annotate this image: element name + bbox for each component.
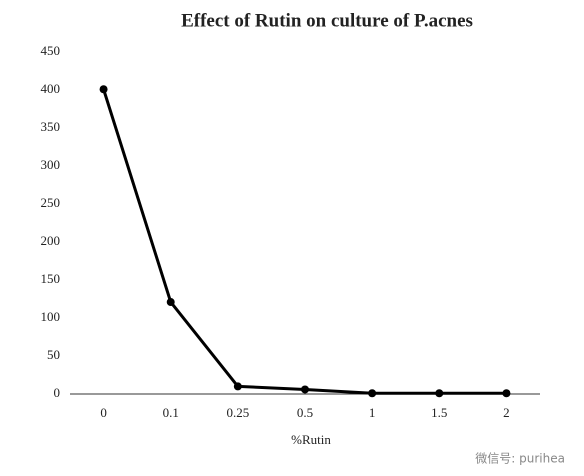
x-tick-label: 0.25 [226, 405, 249, 420]
x-tick-label: 0.5 [297, 405, 313, 420]
point [368, 389, 377, 398]
x-tick-label: 0 [100, 405, 107, 420]
y-tick-label: 400 [41, 81, 61, 96]
y-tick-label: 100 [41, 309, 61, 324]
x-tick-label: 2 [503, 405, 510, 420]
point [99, 85, 108, 94]
y-tick-label: 350 [41, 119, 61, 134]
chart-title: Effect of Rutin on culture of P.acnes [181, 10, 473, 31]
y-tick-label: 150 [41, 271, 61, 286]
x-tick-label: 1 [369, 405, 376, 420]
y-tick-label: 200 [41, 233, 61, 248]
x-tick-label: 1.5 [431, 405, 447, 420]
y-tick-label: 0 [54, 385, 61, 400]
watermark: 微信号: purihea [475, 452, 565, 466]
x-axis-label: %Rutin [291, 432, 331, 447]
point [435, 389, 444, 398]
line [102, 88, 507, 395]
y-tick-label: 250 [41, 195, 61, 210]
point [166, 298, 175, 307]
y-tick-label: 300 [41, 157, 61, 172]
y-tick-label: 450 [41, 43, 61, 58]
point [301, 385, 309, 394]
point [502, 389, 511, 398]
point [233, 382, 242, 391]
y-tick-label: 50 [47, 347, 60, 362]
x-tick-label: 0.1 [163, 405, 179, 420]
